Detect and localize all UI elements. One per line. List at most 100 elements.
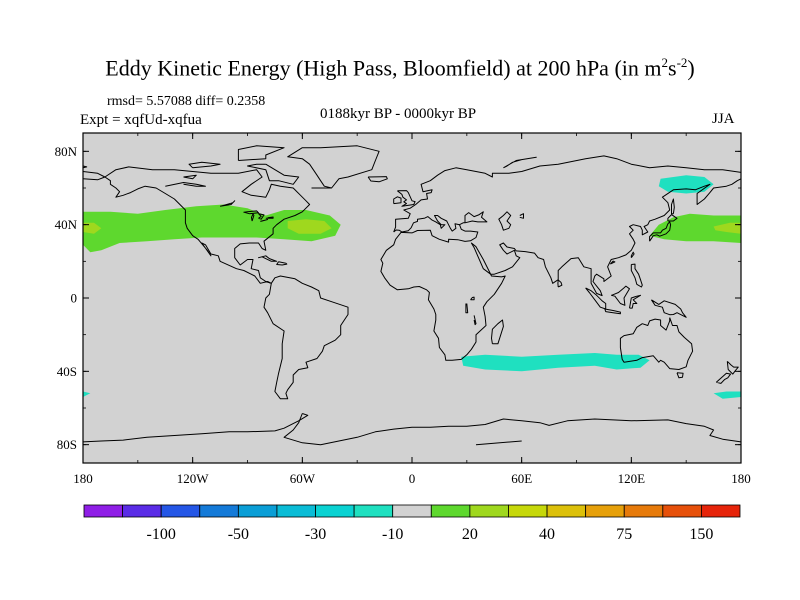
coastline-23 xyxy=(604,308,621,315)
coastline-2 xyxy=(393,155,741,233)
experiment-label: Expt = xqfUd-xqfua xyxy=(80,112,202,128)
colorbar-box xyxy=(430,504,471,518)
lon-label: 60E xyxy=(511,471,532,486)
coastline-37 xyxy=(243,210,259,215)
coastline-19 xyxy=(609,260,616,265)
colorbar-box xyxy=(353,504,394,518)
coastline-46 xyxy=(473,315,477,326)
anomaly-region-n-pacific-east-core xyxy=(83,222,102,234)
colorbar-label: 150 xyxy=(689,526,713,543)
colorbar-box xyxy=(701,504,741,518)
colorbar-label: -50 xyxy=(228,526,249,543)
colorbar-box xyxy=(83,504,123,518)
season-label: JJA xyxy=(712,111,735,127)
lon-label: 120W xyxy=(177,471,210,486)
anomaly-region-n-pacific-east xyxy=(83,204,341,253)
anomaly-region-n-pacific-west-core xyxy=(713,222,741,234)
coastline-5 xyxy=(393,215,460,233)
coastline-24 xyxy=(611,285,630,306)
colorbar-box xyxy=(237,504,278,518)
plot-title: Eddy Kinetic Energy (High Pass, Bloomfie… xyxy=(105,55,695,81)
coastline-30 xyxy=(715,372,732,384)
coastline-13 xyxy=(247,163,300,185)
coastline-44 xyxy=(470,296,475,301)
anomaly-region-s-pacific-negative-w xyxy=(83,391,91,397)
coastline-11 xyxy=(367,176,388,183)
lat-label: 80N xyxy=(55,144,78,159)
period-label: 0188kyr BP - 0000kyr BP xyxy=(320,106,477,122)
lon-label: 0 xyxy=(409,471,416,486)
anomaly-region-s-pacific-negative xyxy=(713,391,741,399)
lat-label: 0 xyxy=(71,291,78,306)
coastline-49 xyxy=(475,440,522,446)
coastline-32 xyxy=(258,255,278,262)
coastline-34 xyxy=(83,165,88,169)
coastline-38 xyxy=(251,213,255,222)
colorbar-label: -30 xyxy=(305,526,326,543)
coastline-26 xyxy=(650,299,687,318)
colorbar: -100 -50 -30 -10 20 40 75 150 xyxy=(83,504,741,543)
coastline-15 xyxy=(237,145,285,161)
coastline-4 xyxy=(380,178,741,361)
coastline-47 xyxy=(498,211,512,231)
colorbar-label: 40 xyxy=(539,526,555,543)
coastline-8 xyxy=(283,413,741,446)
rmsd-diff-stats: rmsd= 5.57088 diff= 0.2358 xyxy=(107,94,266,109)
lon-label: 120E xyxy=(618,471,646,486)
lat-label: 40S xyxy=(57,364,77,379)
coastline-35 xyxy=(503,156,537,169)
colorbar-box xyxy=(623,504,664,518)
coastline-9 xyxy=(397,190,416,207)
colorbar-label: -10 xyxy=(382,526,403,543)
coastline-3 xyxy=(83,171,106,181)
anomaly-region-siberia-negative xyxy=(658,175,714,194)
map-layers xyxy=(83,145,741,446)
colorbar-box xyxy=(508,504,548,518)
coastline-16 xyxy=(649,221,672,242)
colorbar-box xyxy=(662,504,702,518)
coastline-39 xyxy=(258,213,265,220)
colorbar-box xyxy=(276,504,316,518)
colorbar-box xyxy=(469,504,509,518)
coastline-45 xyxy=(465,303,469,314)
coastline-21 xyxy=(630,263,643,288)
coastline-1 xyxy=(263,275,349,400)
lat-label: 40N xyxy=(55,217,78,232)
coastline-12 xyxy=(287,145,380,189)
coastline-40 xyxy=(260,219,269,222)
coastline-48 xyxy=(519,213,524,219)
coastline-28 xyxy=(557,279,563,288)
colorbar-label: -100 xyxy=(147,526,176,543)
coastline-43 xyxy=(183,174,197,180)
lon-label: 180 xyxy=(731,471,751,486)
coastline-10 xyxy=(393,196,402,205)
coastline-17 xyxy=(667,214,678,222)
coastline-41 xyxy=(265,216,274,219)
coastline-18 xyxy=(630,251,635,259)
colorbar-box xyxy=(585,504,625,518)
coastline-33 xyxy=(276,261,288,266)
lat-label: 80S xyxy=(57,437,77,452)
colorbar-box xyxy=(546,504,587,518)
anomaly-region-n-atlantic-core xyxy=(287,219,332,234)
colorbar-box xyxy=(122,504,162,518)
colorbar-label: 75 xyxy=(616,526,632,543)
colorbar-label: 20 xyxy=(462,526,478,543)
lon-label: 60W xyxy=(290,471,316,486)
coastline-36 xyxy=(219,200,236,207)
colorbar-box xyxy=(392,504,432,518)
colorbar-box xyxy=(199,504,239,518)
colorbar-box xyxy=(315,504,355,518)
coastline-20 xyxy=(671,198,675,215)
coastline-14 xyxy=(188,161,221,169)
coastline-27 xyxy=(491,319,504,345)
coastline-25 xyxy=(629,294,641,309)
lon-label: 180 xyxy=(73,471,93,486)
coastline-6 xyxy=(619,317,694,370)
coastline-22 xyxy=(585,287,607,310)
colorbar-box xyxy=(160,504,201,518)
coastline-7 xyxy=(83,413,309,443)
coastline-29 xyxy=(726,360,739,375)
coastline-42 xyxy=(165,182,206,187)
